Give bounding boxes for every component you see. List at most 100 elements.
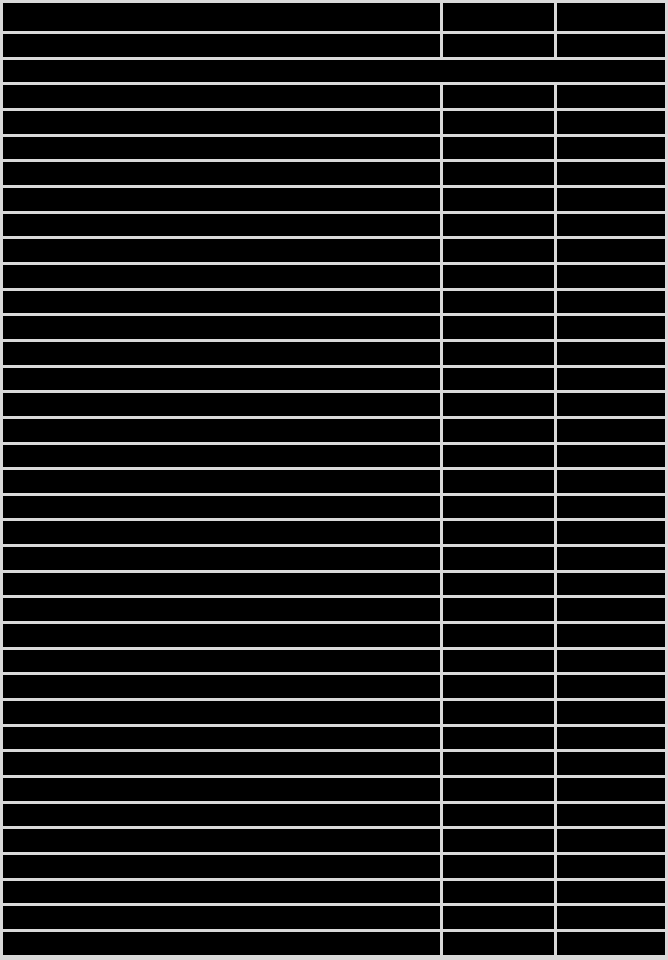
table-cell <box>443 752 554 776</box>
table-cell <box>557 3 665 31</box>
table-row <box>3 906 665 929</box>
table-cell <box>443 598 554 622</box>
table-cell <box>557 855 665 878</box>
table-row <box>3 521 665 545</box>
table-cell <box>443 367 554 391</box>
table-cell <box>3 187 440 211</box>
table-cell <box>3 418 440 442</box>
table-row <box>3 624 665 647</box>
table-cell <box>443 521 554 545</box>
table-cell <box>557 752 665 776</box>
table-row <box>3 85 665 108</box>
table-row <box>3 495 665 519</box>
table-cell <box>557 701 665 724</box>
table-row <box>3 316 665 339</box>
table-row <box>3 547 665 570</box>
table-cell <box>443 880 554 904</box>
table-cell <box>3 393 440 416</box>
table-cell <box>3 444 440 468</box>
table-row <box>3 136 665 160</box>
table-cell <box>443 726 554 750</box>
table-cell <box>443 393 554 416</box>
table-row <box>3 598 665 622</box>
table-cell <box>3 649 440 673</box>
table-cell <box>443 3 554 31</box>
table-row <box>3 59 665 83</box>
table-cell <box>3 880 440 904</box>
table-cell <box>3 752 440 776</box>
header-row <box>3 3 665 31</box>
table-row <box>3 752 665 776</box>
table-row <box>3 829 665 852</box>
table-cell <box>557 136 665 160</box>
table-cell <box>443 906 554 929</box>
table-cell <box>557 880 665 904</box>
table-cell <box>3 829 440 852</box>
table-cell <box>443 701 554 724</box>
table-body <box>3 3 665 955</box>
merged-full-width-cell <box>3 59 665 83</box>
table-cell <box>557 367 665 391</box>
table-cell <box>3 3 440 31</box>
table-cell <box>3 701 440 724</box>
table-cell <box>557 470 665 493</box>
table-cell <box>3 906 440 929</box>
table-cell <box>557 162 665 185</box>
table-cell <box>557 649 665 673</box>
table-cell <box>3 85 440 108</box>
table-cell <box>3 547 440 570</box>
table-cell <box>443 829 554 852</box>
table-cell <box>557 187 665 211</box>
table-row <box>3 264 665 288</box>
table-cell <box>443 444 554 468</box>
table-row <box>3 341 665 365</box>
table-cell <box>443 495 554 519</box>
table-cell <box>3 290 440 314</box>
table-cell <box>557 110 665 134</box>
table-cell <box>443 213 554 237</box>
table-row <box>3 855 665 878</box>
table-cell <box>557 521 665 545</box>
table-cell <box>443 110 554 134</box>
table-cell <box>3 341 440 365</box>
table-cell <box>443 778 554 801</box>
table-cell <box>3 264 440 288</box>
table-cell <box>443 547 554 570</box>
table-cell <box>3 316 440 339</box>
table-cell <box>3 624 440 647</box>
table-row <box>3 110 665 134</box>
table-row <box>3 649 665 673</box>
table-cell <box>557 495 665 519</box>
table-row <box>3 778 665 801</box>
table-cell <box>557 85 665 108</box>
table-cell <box>443 624 554 647</box>
table-cell <box>443 239 554 262</box>
table-cell <box>3 572 440 596</box>
table-cell <box>3 239 440 262</box>
table-row <box>3 187 665 211</box>
table-cell <box>443 85 554 108</box>
table-cell <box>557 393 665 416</box>
table-cell <box>557 778 665 801</box>
table-cell <box>3 213 440 237</box>
table-cell <box>557 316 665 339</box>
table-cell <box>443 649 554 673</box>
table-cell <box>557 726 665 750</box>
table-cell <box>443 136 554 160</box>
table-cell <box>443 931 554 955</box>
table-cell <box>443 187 554 211</box>
table-row <box>3 701 665 724</box>
table-cell <box>557 624 665 647</box>
table-cell <box>3 726 440 750</box>
table-cell <box>557 444 665 468</box>
table-cell <box>557 598 665 622</box>
table-row <box>3 931 665 955</box>
table-cell <box>443 418 554 442</box>
table-row <box>3 367 665 391</box>
table-row <box>3 470 665 493</box>
table-row <box>3 162 665 185</box>
table-cell <box>557 213 665 237</box>
table-cell <box>3 931 440 955</box>
table-row <box>3 290 665 314</box>
